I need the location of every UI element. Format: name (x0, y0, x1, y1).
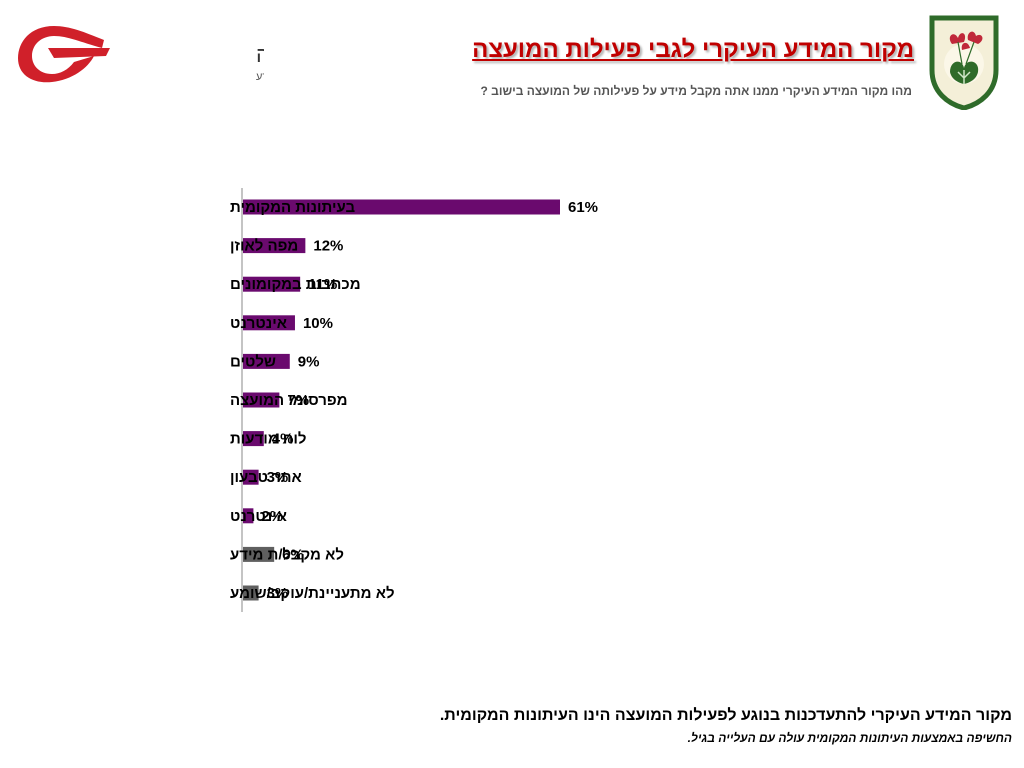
logo-swoosh (18, 26, 104, 83)
value-label: 10% (303, 315, 333, 332)
bar (243, 199, 560, 215)
bar (243, 469, 259, 485)
value-label: 3% (267, 585, 289, 602)
bar (243, 585, 259, 601)
council-emblem (928, 14, 1000, 111)
value-label: 12% (313, 238, 343, 255)
category-label: מפרסומי המועצה (230, 392, 348, 409)
value-label: 4% (272, 431, 294, 448)
note-text: החשיפה באמצעות העיתונות המקומית עולה עם … (687, 731, 1012, 745)
category-label: שלטים (230, 353, 276, 370)
bar (243, 315, 295, 331)
category-label: לא מתעניינת/עוקב/שומע (230, 585, 395, 602)
value-label: 11% (308, 276, 337, 293)
category-label: מפה לאוזן (230, 238, 298, 255)
company-logo: גיאוקרטוגרפיה אסטרטגיה של מידע (14, 18, 388, 88)
bar (243, 238, 306, 254)
conclusion-text: מקור המידע העיקרי להתעדכנות בנוגע לפעילו… (439, 707, 1012, 724)
company-tagline: אסטרטגיה של מידע (256, 70, 264, 83)
bar (243, 353, 290, 369)
category-label: אינטרנט (230, 508, 287, 525)
category-label: לוח מודעות (230, 431, 307, 448)
page-title: מקור המידע העיקרי לגבי פעילות המועצה (472, 36, 914, 63)
page-subtitle: מהו מקור המידע העיקרי ממנו אתה מקבל מידע… (480, 84, 913, 98)
value-label: 2% (261, 508, 283, 525)
bar-chart: בעיתונות המקומית 61% מפה לאוזן 12% מכתבות במ… (230, 188, 598, 612)
value-label: 7% (287, 392, 309, 409)
bar (243, 392, 280, 408)
bar (243, 508, 254, 524)
bar (243, 431, 264, 447)
category-label: אתר טבעון (230, 469, 302, 486)
bar (243, 276, 301, 292)
value-label: 6% (282, 546, 304, 563)
bar (243, 546, 275, 562)
company-name: גיאוקרטוגרפיה (256, 42, 264, 67)
bars-group: בעיתונות המקומית 61% מפה לאוזן 12% מכתבות במ… (230, 199, 598, 602)
value-label: 61% (568, 199, 598, 216)
category-label: לא מקבל/ת מידע (230, 546, 344, 563)
value-label: 3% (267, 469, 289, 486)
category-label: אינטרנט (230, 315, 287, 332)
category-label: מכתבות במקומונים (230, 276, 361, 293)
category-label: בעיתונות המקומית (230, 199, 356, 216)
value-label: 9% (298, 353, 320, 370)
